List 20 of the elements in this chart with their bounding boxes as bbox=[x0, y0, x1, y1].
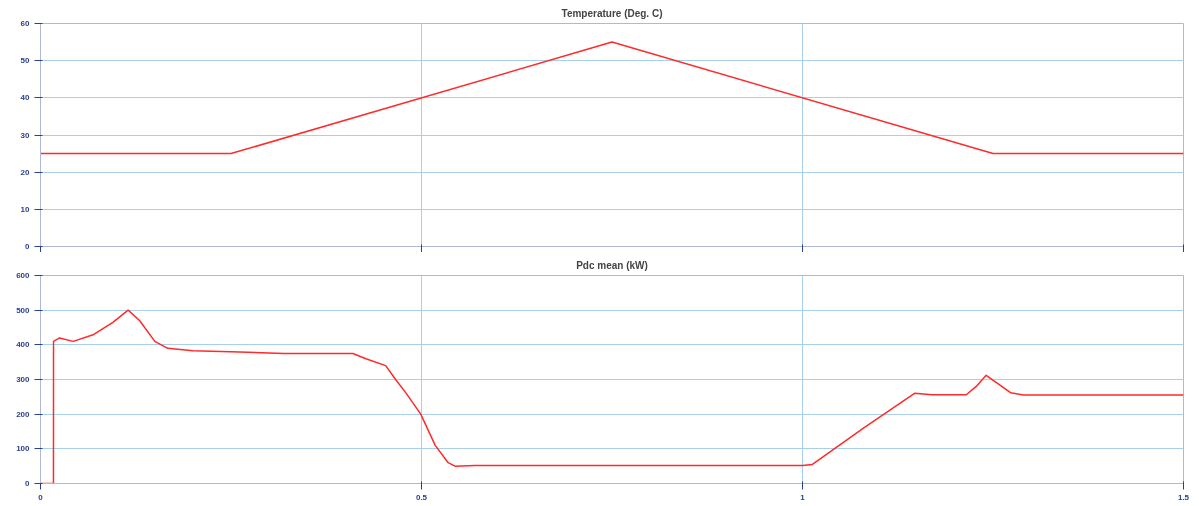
y-tick-label: 400 bbox=[16, 340, 31, 350]
y-tick-label: 200 bbox=[16, 409, 31, 419]
y-tick-label: 10 bbox=[20, 204, 31, 214]
y-tick-label: 50 bbox=[20, 56, 31, 66]
y-tick-label: 0 bbox=[25, 242, 31, 251]
chart-title: Pdc mean (kW) bbox=[576, 259, 648, 271]
y-tick-label: 0 bbox=[25, 479, 31, 488]
y-tick-label: 40 bbox=[20, 93, 31, 103]
y-tick-label: 100 bbox=[16, 444, 31, 454]
y-tick-label: 300 bbox=[16, 375, 31, 384]
y-tick-label: 500 bbox=[16, 305, 31, 315]
x-tick-label: 0 bbox=[38, 492, 44, 502]
x-tick-label: 1 bbox=[800, 492, 806, 502]
chart-title: Temperature (Deg. C) bbox=[561, 7, 663, 19]
y-tick-label: 30 bbox=[20, 130, 31, 140]
x-tick-label: 1.5 bbox=[1177, 492, 1190, 502]
y-tick-label: 600 bbox=[16, 271, 31, 280]
x-tick-label: 0.5 bbox=[415, 492, 428, 502]
y-tick-label: 20 bbox=[20, 167, 31, 177]
y-tick-label: 60 bbox=[20, 19, 31, 28]
